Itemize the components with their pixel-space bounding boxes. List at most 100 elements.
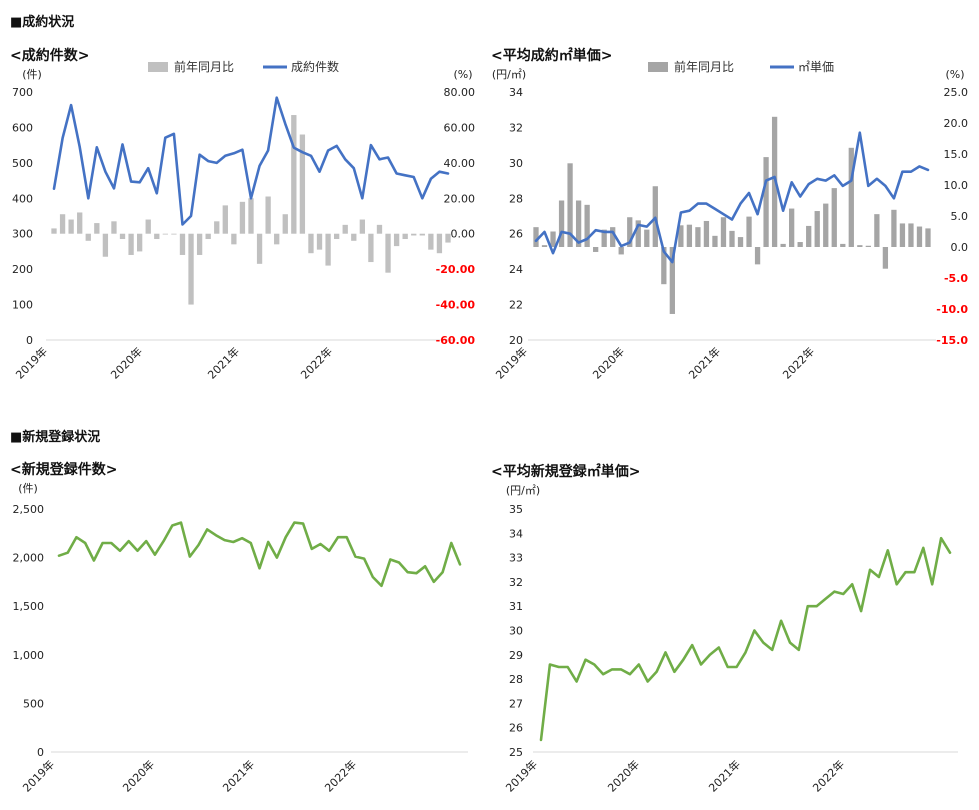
contract_count-bar — [316, 233, 323, 250]
section-title-new-listing: ■新規登録状況 — [10, 430, 101, 445]
contract_count-bar — [136, 233, 143, 252]
new_listing_price-series-line — [539, 536, 952, 742]
contract_price-bar — [703, 220, 710, 247]
contract_price-ytick-left: 20 — [509, 334, 523, 347]
contract_count-bar — [188, 233, 194, 305]
new_listing_price-ytick-left: 34 — [509, 527, 523, 540]
contract_count-ytick-left: 600 — [12, 121, 33, 134]
contract_count-bar — [171, 233, 177, 235]
contract_count-bar — [51, 228, 57, 234]
contract_price-bar — [729, 230, 735, 247]
new_listing_count-xtick: 2022年 — [322, 757, 359, 794]
chart-title-new-listing-count: <新規登録件数> — [10, 462, 118, 478]
contract_price-ytick-left: 34 — [509, 86, 523, 99]
contract_count-bar — [248, 198, 254, 234]
contract_count-xtick: 2019年 — [13, 344, 50, 381]
contract_count-legend-label: 成約件数 — [291, 59, 339, 74]
new_listing_price-ytick-left: 26 — [509, 722, 523, 735]
contract_count-bar — [402, 233, 408, 240]
contract_count-bar — [368, 233, 374, 263]
contract_count-bar — [128, 233, 134, 255]
contract_count-bar — [411, 233, 417, 236]
contract_price-bar — [797, 242, 803, 247]
contract_count-bar — [291, 115, 297, 234]
contract_price-ylabel-left: (円/㎡) — [492, 68, 526, 81]
contract_count-bar — [119, 233, 126, 240]
new_listing_count-ytick-left: 1,500 — [13, 600, 45, 613]
new_listing_price-ytick-left: 27 — [509, 697, 523, 710]
new_listing_price-ytick-left: 29 — [509, 649, 523, 662]
contract_price-ytick-right: -10.0 — [936, 303, 968, 316]
contract_price-bar — [754, 247, 761, 265]
contract_price-bar — [533, 227, 539, 247]
contract_price-bar — [814, 211, 820, 247]
contract_price-legend-bar-swatch — [648, 62, 668, 72]
contract_count-bar — [376, 224, 383, 234]
contract_count-ytick-right: -40.00 — [436, 299, 476, 312]
contract_count-ytick-left: 0 — [26, 334, 33, 347]
contract_count-ytick-left: 100 — [12, 299, 33, 312]
contract_price-bar — [720, 217, 727, 247]
new_listing_count-ytick-left: 2,500 — [13, 503, 45, 516]
contract_price-bar — [712, 235, 718, 247]
contract_price-bar — [746, 216, 752, 247]
section-title-contract: ■成約状況 — [10, 15, 75, 30]
contract_price-bar — [857, 245, 863, 247]
contract_count-ytick-right: 60.00 — [444, 121, 476, 134]
contract_count-series-line — [52, 96, 450, 226]
new_listing_price-ytick-left: 30 — [509, 625, 523, 638]
contract_count-bar — [111, 221, 117, 234]
contract_count-bar — [94, 223, 100, 234]
new_listing_count-xtick: 2019年 — [20, 757, 57, 794]
contract_count-bar — [59, 214, 66, 234]
new_listing_price-ytick-left: 33 — [509, 552, 523, 565]
contract_price-ytick-right: 10.0 — [944, 179, 969, 192]
contract_price-bar — [669, 247, 675, 314]
contract_price-bar — [865, 245, 871, 247]
new_listing_count-ytick-left: 2,000 — [13, 552, 45, 565]
contract_count-bar — [196, 233, 203, 255]
contract_price-bar — [891, 209, 897, 247]
contract_count-bar — [359, 219, 366, 234]
contract_price-xtick: 2022年 — [780, 344, 817, 381]
contract_price-bar — [823, 203, 829, 247]
contract_price-bar — [575, 200, 582, 247]
contract_count-ytick-right: 20.00 — [444, 192, 476, 205]
contract_count-ytick-left: 300 — [12, 228, 33, 241]
contract_count-bar — [351, 233, 357, 241]
contract_count-bar — [77, 212, 83, 234]
contract_price-bar — [593, 247, 599, 252]
new_listing_price-xtick: 2021年 — [706, 757, 743, 794]
contract_count-bar — [102, 233, 109, 257]
contract_count-bar — [342, 224, 348, 234]
contract_count-bar — [162, 233, 169, 235]
new_listing_price-ytick-left: 25 — [509, 746, 523, 759]
contract_count-ytick-left: 500 — [12, 157, 33, 170]
contract_count-bar — [419, 233, 425, 236]
contract_price-bar — [916, 226, 923, 247]
new_listing_count-ylabel-left: (件) — [18, 482, 38, 495]
new_listing_count-ytick-left: 500 — [23, 697, 44, 710]
contract_count-xtick: 2021年 — [205, 344, 242, 381]
new_listing_count-xtick: 2021年 — [220, 757, 257, 794]
chart-title-contract-price: <平均成約㎡単価> — [491, 48, 613, 64]
contract_price-bar — [840, 243, 846, 247]
contract_price-bar — [644, 229, 650, 247]
contract_count-ylabel-right: (%) — [453, 68, 472, 81]
contract_count-bar — [274, 233, 280, 245]
new_listing_price-ytick-left: 32 — [509, 576, 523, 589]
contract_price-ytick-left: 30 — [509, 157, 523, 170]
new_listing_count-ytick-left: 0 — [37, 746, 44, 759]
contract_price-xtick: 2020年 — [590, 344, 627, 381]
contract_count-bar — [436, 233, 443, 254]
contract_count-ytick-right: -60.00 — [436, 334, 476, 347]
contract_count-bar — [145, 219, 151, 234]
contract_price-ytick-left: 28 — [509, 192, 523, 205]
contract_price-bar — [882, 247, 889, 269]
new_listing_price-ylabel-left: (円/㎡) — [506, 484, 540, 497]
contract_price-xtick: 2021年 — [686, 344, 723, 381]
contract_count-bar — [325, 233, 331, 266]
contract_price-bar — [661, 247, 667, 285]
contract_price-ytick-right: -15.0 — [936, 334, 968, 347]
